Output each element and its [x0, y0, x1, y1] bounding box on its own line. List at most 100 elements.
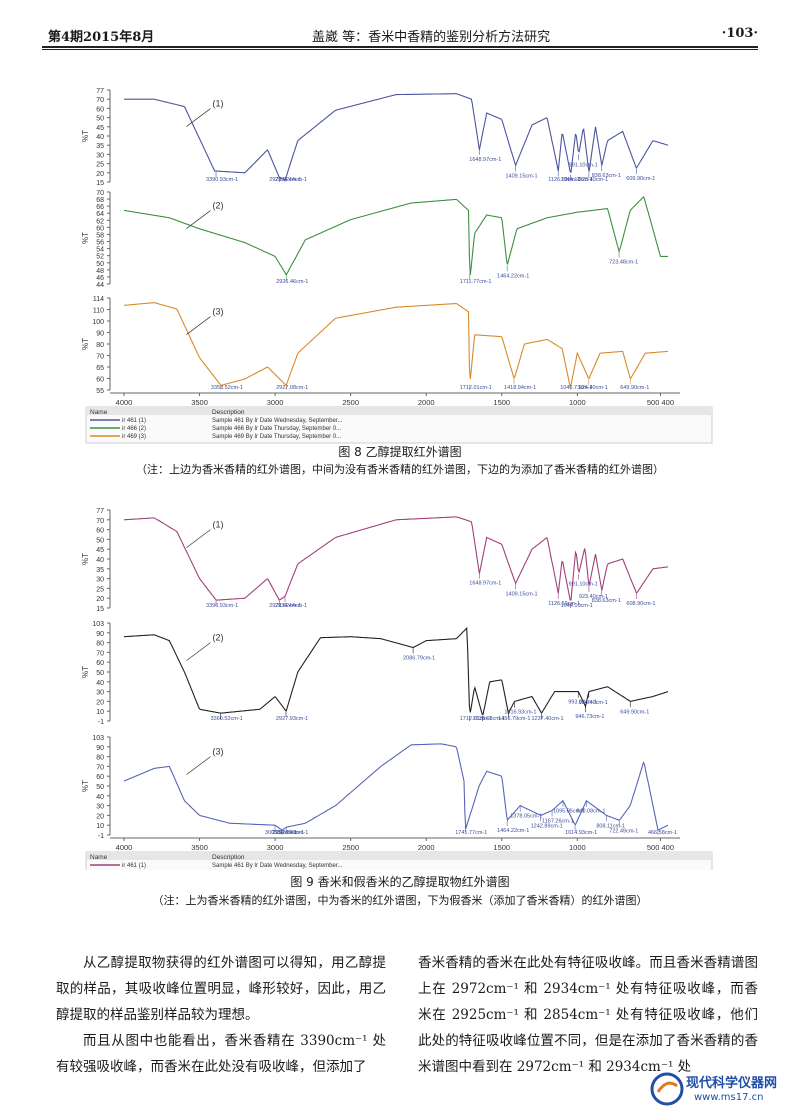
y-tick-label: 30 [96, 577, 104, 584]
peak-label: 1409.15cm-1 [506, 591, 538, 597]
y-tick-label: 30 [96, 804, 104, 811]
peak-label: 1044.10cm-1 [561, 603, 593, 609]
peak-label: 838.63cm-1 [592, 173, 621, 179]
y-tick-label: 35 [96, 567, 104, 574]
y-tick-label: 110 [93, 308, 104, 315]
label-leader [186, 756, 211, 775]
y-tick-label: 70 [96, 650, 104, 657]
header-rule [42, 46, 758, 48]
y-tick-label: 20 [96, 699, 104, 706]
figure-plot-area: 77 70 60 50 45 40 35 30 25 20 15 %T (1) 3390.93cm-1 29… [81, 508, 680, 861]
y-tick-label: 50 [96, 116, 104, 123]
peak-label: 1046.73cm-1 [560, 385, 592, 391]
y-tick-label: 68 [96, 197, 104, 204]
paragraph: 香米香精的香米在此处有特征吸收峰。而且香米香精谱图上在 2972cm⁻¹ 和 2… [418, 955, 758, 1075]
peak-label: 3390.93cm-1 [206, 603, 238, 609]
peak-label: 2954.72cm-1 [272, 830, 304, 836]
watermark-text: 现代科学仪器网 [686, 1076, 778, 1091]
y-tick-label: 10 [96, 823, 104, 830]
legend-header-name: Name [90, 854, 108, 861]
label-leader [186, 316, 211, 335]
peak-label: 608.90cm-1 [626, 601, 655, 607]
peak-label: 946.73cm-1 [575, 714, 604, 720]
running-title: 盖崴 等：香米中香精的鉴别分析方法研究 [312, 30, 551, 45]
spectrum-line [124, 93, 669, 181]
x-tick-label: 500 400 [647, 398, 674, 407]
y-tick-label: 80 [96, 755, 104, 762]
y-tick-label: 46 [96, 275, 104, 282]
peak-label: 1126.59cm-1 [548, 177, 580, 183]
peak-label: 924.40cm-1 [579, 700, 608, 706]
peak-label: 3358.52cm-1 [211, 385, 243, 391]
peak-label: 2972.62cm-1 [269, 177, 301, 183]
peak-label: 723.48cm-1 [609, 260, 638, 266]
y-tick-label: 30 [96, 152, 104, 159]
x-tick-label: 1500 [493, 398, 510, 407]
y-tick-label: 90 [96, 631, 104, 638]
peak-label: 991.10cm-1 [569, 582, 598, 588]
page-header: 第4期2015年8月 盖崴 等：香米中香精的鉴别分析方法研究 ·103· [0, 0, 800, 52]
legend-table: Name Description ir 461 (1) Sample 461 By I… [85, 851, 713, 870]
spectrum-label: (2) [212, 201, 223, 211]
x-tick-label: 3500 [191, 843, 208, 852]
y-tick-label: 114 [93, 296, 104, 303]
peak-label: 1242.89cm-1 [531, 823, 563, 829]
legend-desc: Sample 466 By Ir Date Thursday, Septembe… [212, 426, 342, 432]
x-tick-label: 3000 [267, 843, 284, 852]
y-tick-label: 48 [96, 268, 104, 275]
y-tick-label: 20 [96, 171, 104, 178]
y-tick-label: 103 [92, 621, 104, 628]
spectrum-panel: 77 70 60 50 45 40 35 30 25 20 15 %T (1) 3390.93cm-1 29… [81, 88, 669, 187]
y-tick-label: 60 [96, 774, 104, 781]
y-axis-label: %T [81, 666, 90, 678]
y-tick-label: 54 [96, 247, 104, 254]
legend-header-desc: Description [212, 854, 245, 861]
x-tick-label: 1000 [569, 843, 586, 852]
x-tick-label: 2000 [418, 398, 435, 407]
label-leader [186, 642, 211, 661]
peak-label: 1648.97cm-1 [469, 581, 501, 587]
legend-name: ir 461 (1) [122, 418, 146, 424]
y-tick-label: 45 [96, 547, 104, 554]
peak-label: 1416.93cm-1 [504, 710, 536, 716]
peak-label: 649.90cm-1 [620, 709, 649, 715]
figure-9-caption: 图 9 香米和假香米的乙醇提取物红外谱图 [290, 875, 510, 889]
legend-desc: Sample 461 By Ir Date Wednesday, Septemb… [212, 863, 343, 869]
y-tick-label: 35 [96, 143, 104, 150]
y-tick-label: 10 [96, 709, 104, 716]
figure-8-note: （注：上边为香米香精的红外谱图，中间为没有香米香精的红外谱图，下边的为添加了香米… [136, 463, 664, 476]
peak-label: 940.08cm-1 [576, 809, 605, 815]
y-tick-label: 80 [96, 342, 104, 349]
peak-label: 1464.22cm-1 [497, 273, 529, 279]
y-axis-label: %T [81, 338, 90, 350]
y-tick-label: 70 [96, 354, 104, 361]
peak-label: 993.94cm-1 [568, 700, 597, 706]
y-tick-label: 44 [96, 282, 104, 289]
y-tick-label: 15 [96, 180, 104, 187]
y-tick-label: 20 [96, 813, 104, 820]
peak-label: 923.40cm-1 [579, 594, 608, 600]
x-tick-label: 3000 [267, 398, 284, 407]
label-leader [186, 108, 211, 127]
figure-8-ir-spectra: 77 70 60 50 45 40 35 30 25 20 15 %T (1) 3390.93cm-1 29… [81, 88, 713, 444]
peak-label: 1712.01cm-1 [460, 385, 492, 391]
x-tick-label: 4000 [116, 843, 133, 852]
spectrum-panel: 114 110 100 90 80 70 65 60 55 %T (3) 3358.52cm-1 292… [81, 296, 668, 395]
y-tick-label: 50 [96, 537, 104, 544]
watermark-url: www.ms17.cn [694, 1092, 764, 1103]
y-axis-label: %T [81, 553, 90, 565]
peak-label: 2927.08cm-1 [276, 385, 308, 391]
peak-label: 1712.01cm-1 [460, 716, 492, 722]
y-tick-label: 52 [96, 254, 104, 261]
peak-label: 1237.40cm-1 [531, 716, 563, 722]
spectrum-label: (3) [212, 747, 223, 757]
y-tick-label: 60 [96, 528, 104, 535]
watermark-logo-icon [650, 1072, 684, 1106]
legend-header-name: Name [90, 409, 108, 416]
spectrum-label: (1) [212, 520, 223, 530]
y-tick-label: 40 [96, 794, 104, 801]
page-number: ·103· [721, 26, 758, 41]
peak-label: 1014.93cm-1 [565, 830, 597, 836]
body-column-right: 香米香精的香米在此处有特征吸收峰。而且香米香精谱图上在 2972cm⁻¹ 和 2… [418, 950, 758, 1080]
